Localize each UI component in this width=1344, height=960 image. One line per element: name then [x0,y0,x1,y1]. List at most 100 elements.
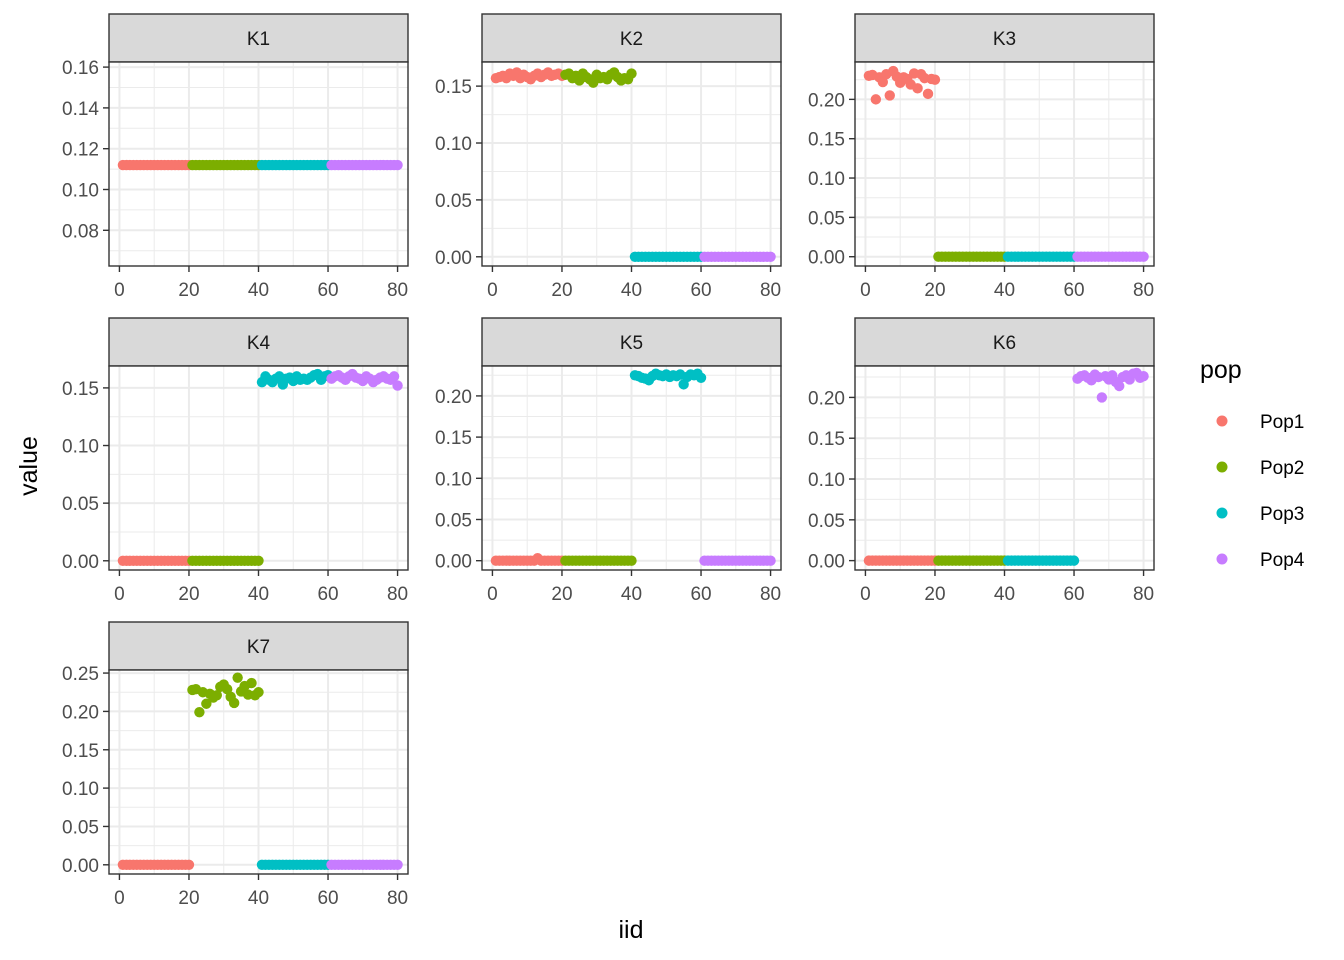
x-tick-label: 60 [317,280,338,301]
y-tick-label: 0.10 [435,134,472,155]
panel-strip-label: K4 [247,333,271,354]
panel-strip-label: K3 [993,29,1016,50]
y-tick-label: 0.20 [808,388,845,409]
x-tick-label: 60 [1063,280,1084,301]
panel-k4: K4 0 20 40 60 80 0.00 0.05 0.10 0.15 [62,317,409,605]
x-tick-label: 0 [487,584,498,605]
data-point-pop1 [877,76,889,88]
y-tick-label: 0.08 [62,221,99,242]
panel-k6: K6 0 20 40 60 80 0.00 0.05 0.10 0.15 0.20 [808,317,1155,605]
x-tick-label: 20 [178,280,199,301]
data-point-pop2 [232,672,243,683]
legend-key-pop4 [1216,553,1228,565]
data-point-pop4 [1096,392,1108,403]
panels: K1 0 20 40 60 80 0.08 0.10 0.12 0.14 0.16 K2 0 20 40 60… [62,13,1155,909]
data-point-pop4 [388,371,400,382]
y-tick-label: 0.15 [808,130,845,151]
y-tick-label: 0.10 [435,469,472,490]
panel-strip [854,13,1155,63]
y-tick-label: 0.05 [435,191,472,212]
x-tick-label: 20 [924,280,945,301]
data-point-pop2 [194,706,205,718]
panel-strip-label: K2 [620,29,643,50]
y-tick-label: 0.00 [808,552,845,573]
legend-key-pop2 [1216,461,1228,473]
panel-strip-label: K5 [620,333,643,354]
x-tick-label: 60 [317,584,338,605]
x-tick-label: 0 [114,280,125,301]
y-tick-label: 0.25 [62,664,99,685]
x-tick-label: 20 [551,280,572,301]
data-point-pop1 [870,94,882,105]
data-point-pop4 [765,555,776,566]
x-tick-label: 40 [994,584,1015,605]
y-tick-label: 0.12 [62,140,99,161]
y-tick-label: 0.20 [62,702,99,723]
x-tick-label: 40 [248,888,269,909]
panel-k1: K1 0 20 40 60 80 0.08 0.10 0.12 0.14 0.16 [62,13,409,301]
panel-strip [108,621,409,671]
legend-label-pop2: Pop2 [1260,458,1304,479]
x-tick-label: 20 [178,888,199,909]
y-tick-label: 0.15 [435,428,472,449]
legend-label-pop1: Pop1 [1260,412,1304,433]
x-tick-label: 20 [924,584,945,605]
y-tick-label: 0.15 [808,429,845,450]
y-tick-label: 0.05 [435,510,472,531]
data-point-pop1 [922,88,934,100]
x-tick-label: 40 [248,584,269,605]
y-tick-label: 0.05 [62,494,99,515]
data-point-pop1 [884,90,895,101]
x-tick-label: 40 [248,280,269,301]
panel-strip [481,317,782,367]
y-tick-label: 0.05 [808,208,845,229]
y-tick-label: 0.10 [808,169,845,190]
data-point-pop4 [1114,380,1125,392]
x-tick-label: 60 [690,584,711,605]
y-tick-label: 0.10 [62,437,99,458]
data-point-pop2 [246,677,257,689]
x-tick-label: 80 [760,280,781,301]
x-tick-label: 80 [387,280,408,301]
x-tick-label: 40 [621,280,642,301]
legend-key-pop1 [1216,415,1228,427]
y-tick-label: 0.20 [808,90,845,111]
y-tick-label: 0.14 [62,99,99,120]
panel-strip [108,13,409,63]
panel-k3: K3 0 20 40 60 80 0.00 0.05 0.10 0.15 0.20 [808,13,1155,301]
x-tick-label: 40 [621,584,642,605]
data-point-pop3 [1068,555,1080,566]
data-point-pop2 [201,698,212,709]
x-axis-title: iid [618,916,643,944]
x-tick-label: 0 [860,280,871,301]
x-tick-label: 80 [760,584,781,605]
y-tick-label: 0.10 [808,470,845,491]
x-tick-label: 60 [690,280,711,301]
y-tick-label: 0.10 [62,779,99,800]
data-point-pop2 [253,687,264,698]
x-tick-label: 0 [114,888,125,909]
x-tick-label: 60 [1063,584,1084,605]
y-axis-title: value [15,436,43,496]
panel-strip [481,13,782,63]
y-tick-label: 0.00 [808,248,845,269]
x-tick-label: 0 [114,584,125,605]
legend-key-pop3 [1216,507,1228,519]
x-tick-label: 20 [178,584,199,605]
y-tick-label: 0.10 [62,181,99,202]
x-tick-label: 80 [1133,584,1154,605]
panel-k2: K2 0 20 40 60 80 0.00 0.05 0.10 0.15 [435,13,782,301]
data-point-pop4 [765,251,776,262]
y-tick-label: 0.15 [62,379,99,400]
y-tick-label: 0.16 [62,58,99,79]
panel-strip [108,317,409,367]
y-tick-label: 0.05 [62,817,99,838]
y-tick-label: 0.05 [808,511,845,532]
panel-k7: K7 0 20 40 60 80 0.00 0.05 0.10 0.15 0.20 0.25 [62,621,409,909]
data-point-pop4 [392,859,403,870]
x-tick-label: 60 [317,888,338,909]
x-tick-label: 80 [1133,280,1154,301]
x-tick-label: 20 [551,584,572,605]
y-tick-label: 0.00 [435,248,472,269]
